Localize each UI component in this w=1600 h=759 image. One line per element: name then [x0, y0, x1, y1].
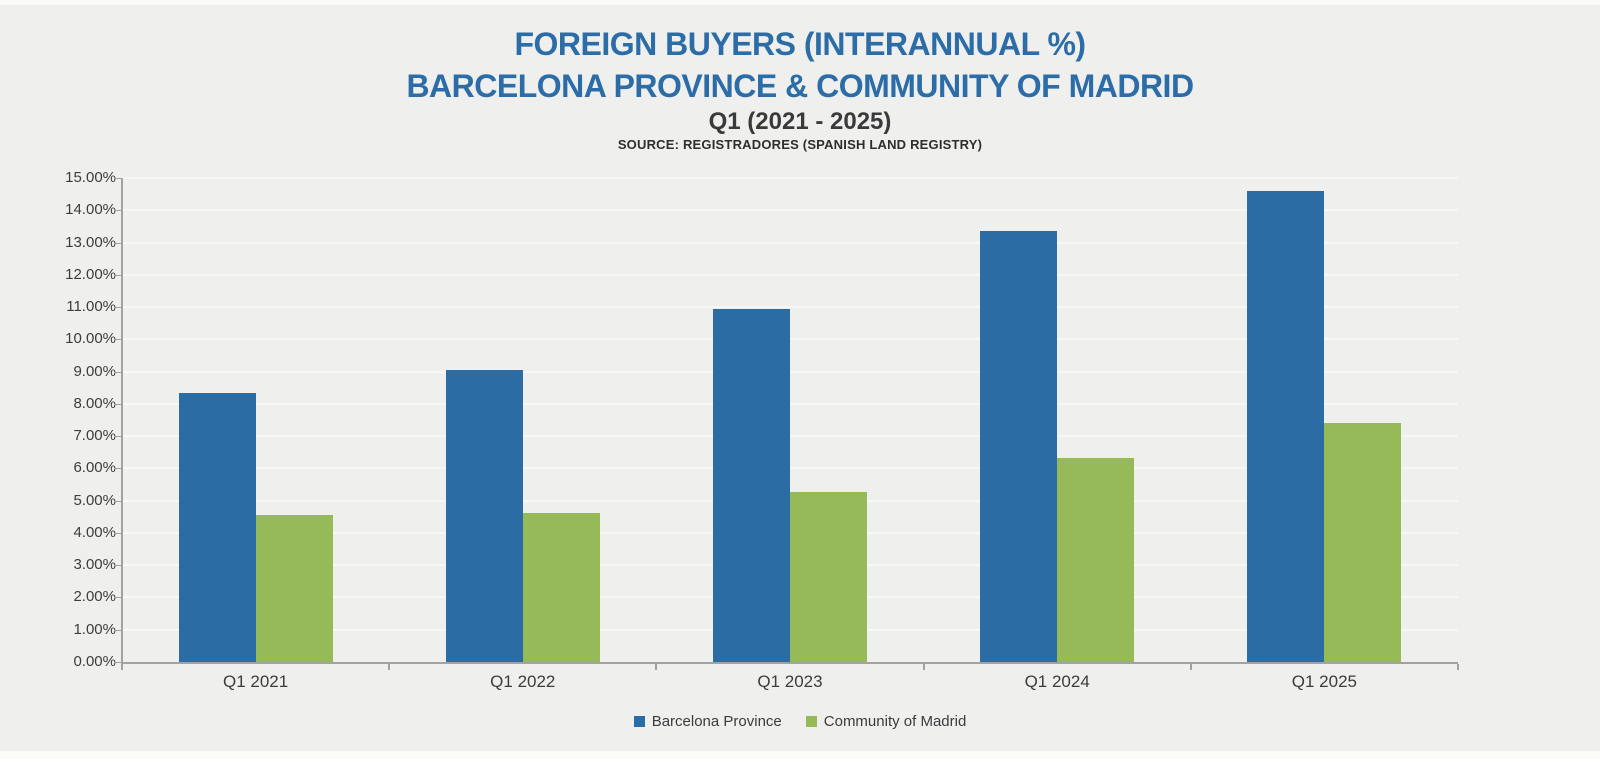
gridline-13pct: [122, 241, 1458, 244]
bar-community-of-madrid-q1-2023: [790, 491, 867, 662]
x-axis-line: [121, 662, 1458, 664]
y-axis-label-6pct: 6.00%: [73, 459, 116, 477]
bar-community-of-madrid-q1-2024: [1057, 457, 1135, 662]
y-axis-tick-3pct: [114, 565, 121, 567]
gridline-10pct: [122, 338, 1458, 341]
x-axis-label-q1-2023: Q1 2023: [757, 672, 823, 691]
y-axis-label-11pct: 11.00%: [66, 298, 116, 316]
page-bottom-margin: [0, 751, 1600, 759]
y-axis-label-13pct: 13.00%: [65, 233, 116, 251]
chart-source-note: SOURCE: REGISTRADORES (SPANISH LAND REGI…: [617, 137, 983, 152]
gridline-9pct: [122, 370, 1458, 373]
bar-barcelona-province-q1-2021: [178, 392, 256, 662]
gridline-8pct: [122, 402, 1458, 405]
bar-barcelona-province-q1-2022: [445, 370, 523, 662]
legend-item-community-of-madrid: Community of Madrid: [805, 713, 967, 730]
y-axis-label-3pct: 3.00%: [73, 556, 116, 574]
y-axis-label-12pct: 12.00%: [65, 265, 116, 283]
bar-community-of-madrid-q1-2021: [255, 515, 333, 662]
x-axis-label-q1-2025: Q1 2025: [1291, 672, 1357, 691]
legend-label-community-of-madrid: Community of Madrid: [823, 713, 967, 730]
gridline-11pct: [122, 306, 1458, 309]
y-axis-tick-8pct: [114, 403, 121, 405]
y-axis-tick-6pct: [114, 468, 121, 470]
y-axis-label-14pct: 14.00%: [65, 201, 116, 219]
y-axis-tick-10pct: [114, 339, 121, 341]
chart-title-line-1: FOREIGN BUYERS (INTERANNUAL %): [514, 26, 1086, 62]
plot-area: [122, 177, 1458, 662]
gridline-6pct: [122, 467, 1458, 470]
bar-barcelona-province-q1-2023: [713, 308, 790, 662]
y-axis-label-4pct: 4.00%: [73, 523, 116, 541]
gridline-7pct: [122, 435, 1458, 438]
legend-label-barcelona-province: Barcelona Province: [651, 713, 782, 730]
y-axis-label-0pct: 0.00%: [73, 653, 116, 670]
x-axis-tick-2: [655, 664, 658, 670]
x-axis-tick-5: [1457, 664, 1459, 670]
y-axis-label-1pct: 1.00%: [73, 620, 116, 638]
x-axis-label-q1-2021: Q1 2021: [222, 672, 289, 691]
y-axis-tick-1pct: [114, 629, 121, 631]
x-axis-tick-3: [922, 664, 925, 670]
y-axis-tick-13pct: [114, 242, 121, 244]
y-axis-tick-11pct: [114, 307, 121, 309]
y-axis-label-7pct: 7.00%: [73, 427, 116, 445]
y-axis-tick-4pct: [114, 532, 121, 534]
bar-barcelona-province-q1-2025: [1247, 190, 1325, 662]
x-axis-label-q1-2022: Q1 2022: [490, 672, 556, 691]
y-axis-line: [121, 178, 123, 665]
y-axis-tick-5pct: [114, 500, 121, 502]
bar-community-of-madrid-q1-2025: [1324, 422, 1402, 662]
x-axis-label-q1-2024: Q1 2024: [1024, 672, 1090, 691]
bar-barcelona-province-q1-2024: [980, 231, 1058, 662]
page-top-margin: [0, 0, 1600, 5]
gridline-15pct: [122, 177, 1458, 179]
y-axis-tick-15pct: [114, 178, 121, 179]
y-axis-label-8pct: 8.00%: [73, 394, 116, 412]
y-axis-label-9pct: 9.00%: [73, 362, 116, 380]
y-axis-tick-14pct: [114, 210, 121, 212]
gridline-12pct: [122, 273, 1458, 276]
y-axis-tick-0pct: [114, 662, 121, 663]
x-axis-tick-0: [121, 664, 123, 670]
chart-title-line-2: BARCELONA PROVINCE & COMMUNITY OF MADRID: [406, 68, 1194, 104]
y-axis-tick-7pct: [114, 436, 121, 438]
x-axis-tick-4: [1189, 664, 1192, 670]
bar-community-of-madrid-q1-2022: [522, 512, 600, 662]
legend-swatch-barcelona-province: [633, 716, 645, 727]
y-axis-tick-9pct: [114, 371, 121, 373]
chart-subtitle: Q1 (2021 - 2025): [708, 108, 892, 135]
y-axis-label-10pct: 10.00%: [65, 330, 116, 348]
x-axis-tick-1: [388, 664, 391, 670]
y-axis-tick-12pct: [114, 274, 121, 276]
y-axis-label-15pct: 15.00%: [65, 169, 116, 186]
legend-swatch-community-of-madrid: [805, 716, 817, 727]
y-axis-tick-2pct: [114, 597, 121, 599]
gridline-14pct: [122, 209, 1458, 212]
y-axis-label-5pct: 5.00%: [73, 491, 116, 509]
legend-item-barcelona-province: Barcelona Province: [633, 713, 782, 730]
chart-legend: Barcelona Province Community of Madrid: [0, 713, 1600, 730]
y-axis-label-2pct: 2.00%: [73, 588, 116, 606]
